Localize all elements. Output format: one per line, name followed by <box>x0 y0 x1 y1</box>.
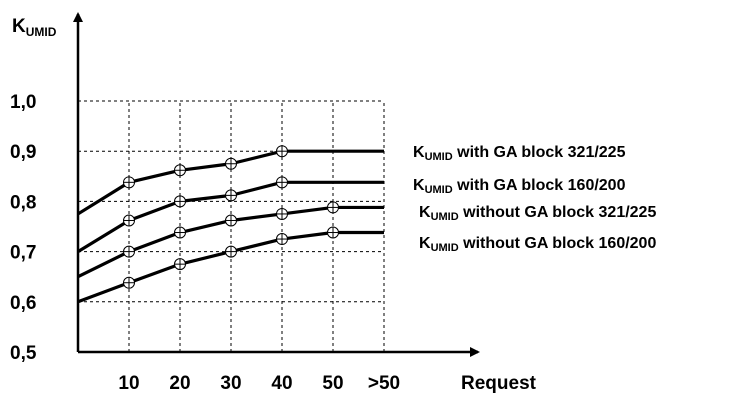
legend: KUMID with GA block 321/225 KUMID with GA… <box>413 144 656 254</box>
x-tick-label: 30 <box>220 373 241 394</box>
legend-entry: KUMID without GA block 321/225 <box>419 204 656 223</box>
data-point-marker <box>327 201 339 214</box>
data-point-marker <box>174 226 186 239</box>
y-axis-title: KUMID <box>12 16 57 39</box>
y-axis-title-main: K <box>12 16 26 37</box>
x-tick-label: 50 <box>322 373 343 394</box>
data-point-marker <box>174 258 186 271</box>
x-tick-label: 20 <box>169 373 190 394</box>
x-tick-label: >50 <box>368 373 400 394</box>
legend-entry: KUMID without GA block 160/200 <box>419 235 656 254</box>
data-point-marker <box>123 214 135 227</box>
y-tick-label: 1,0 <box>10 92 36 113</box>
y-tick-label: 0,8 <box>10 192 36 213</box>
data-point-marker <box>276 145 288 158</box>
legend-entry: KUMID with GA block 321/225 <box>413 144 626 163</box>
data-point-marker <box>225 245 237 258</box>
y-tick-labels: 0,5 0,6 0,7 0,8 0,9 1,0 <box>10 92 37 364</box>
x-tick-label: 40 <box>271 373 292 394</box>
data-point-marker <box>225 214 237 227</box>
x-tick-label: 10 <box>118 373 139 394</box>
legend-entry: KUMID with GA block 160/200 <box>413 177 626 196</box>
data-point-marker <box>327 226 339 239</box>
data-point-marker <box>276 207 288 220</box>
data-point-marker <box>123 176 135 189</box>
data-point-marker <box>276 176 288 189</box>
data-point-marker <box>276 233 288 246</box>
series-group <box>77 145 384 304</box>
y-tick-label: 0,6 <box>10 293 36 314</box>
x-axis-title: Request <box>461 373 537 394</box>
y-tick-label: 0,9 <box>10 142 36 163</box>
data-point-marker <box>123 245 135 258</box>
grid <box>78 100 385 352</box>
data-point-marker <box>174 164 186 177</box>
x-tick-labels: 10 20 30 40 50 >50 <box>118 373 400 394</box>
data-point-marker <box>225 189 237 202</box>
data-point-marker <box>123 276 135 289</box>
y-axis-title-sub: UMID <box>26 25 57 39</box>
data-point-marker <box>225 157 237 170</box>
data-point-marker <box>174 195 186 208</box>
y-tick-label: 0,5 <box>10 343 37 364</box>
y-tick-label: 0,7 <box>10 243 36 264</box>
